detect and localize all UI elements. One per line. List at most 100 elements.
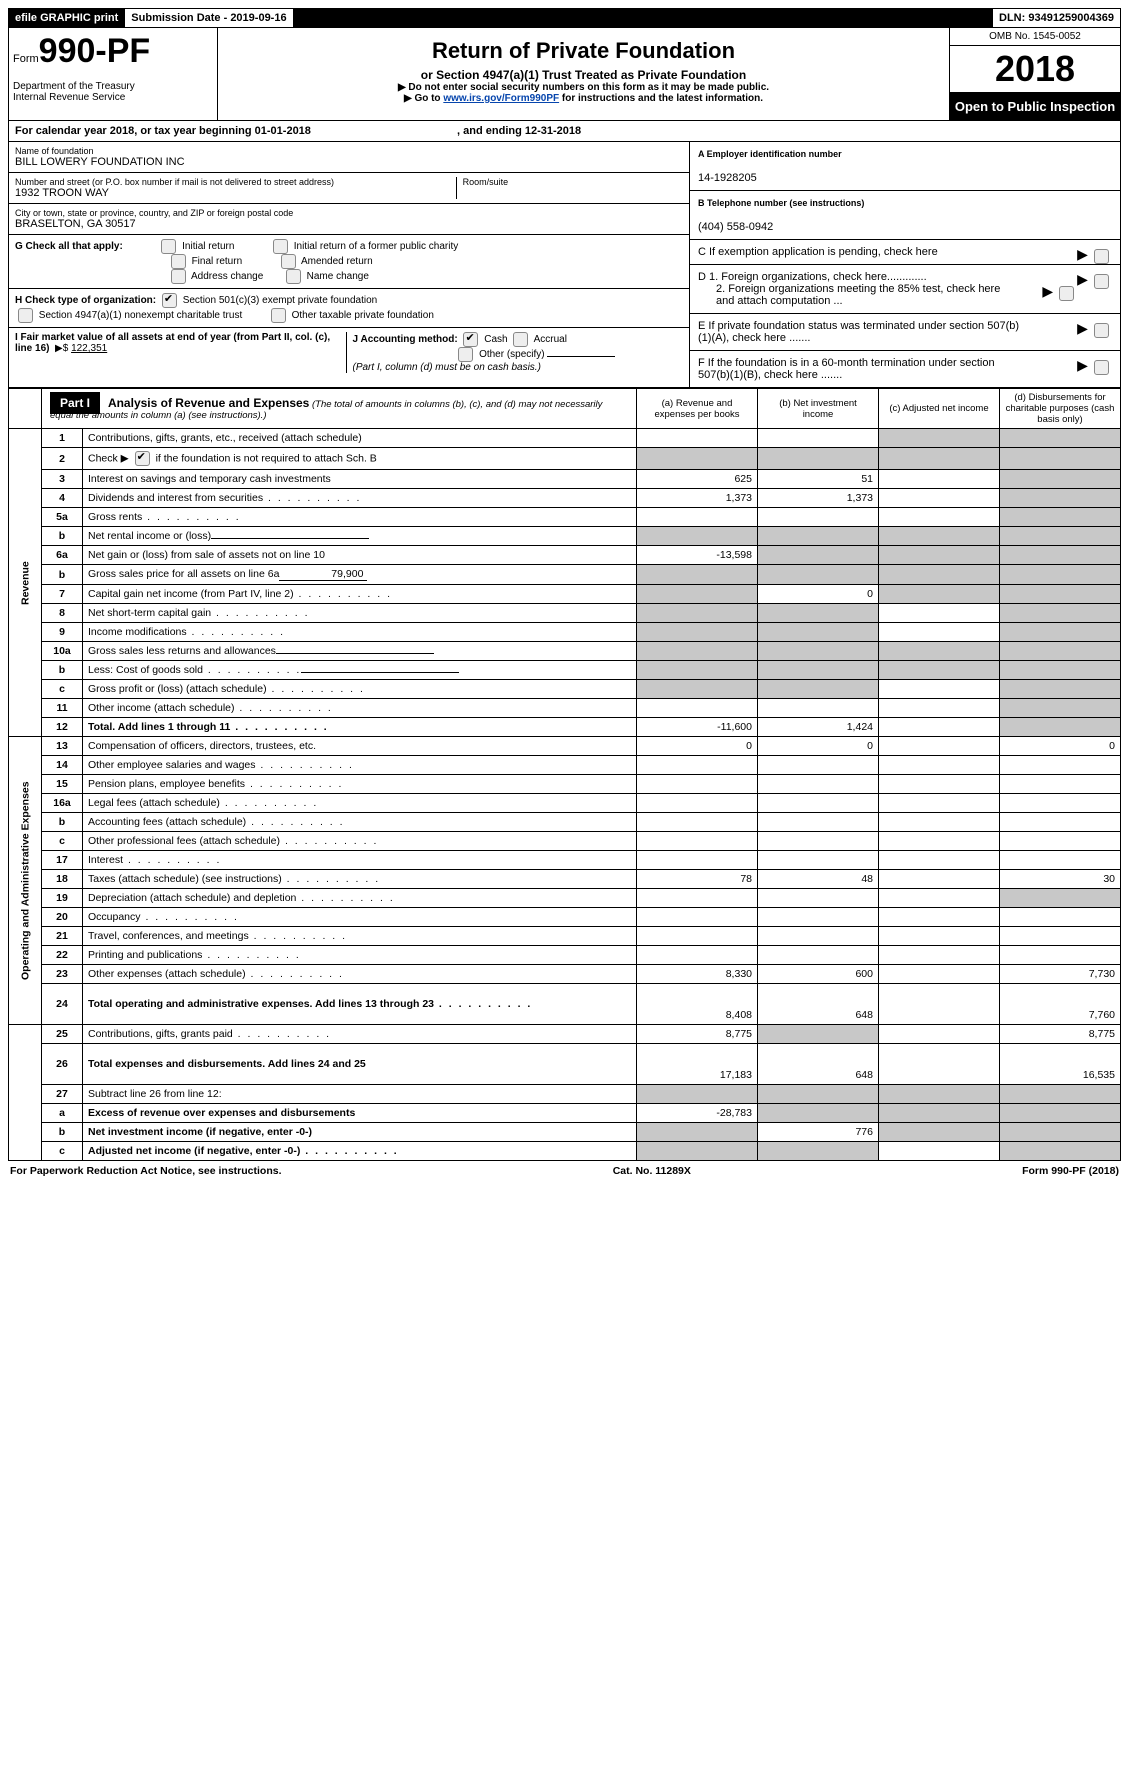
form-title-block: Return of Private Foundation or Section … — [218, 28, 949, 120]
form-number: 990-PF — [39, 32, 151, 70]
f-label: F If the foundation is in a 60-month ter… — [698, 357, 1028, 381]
value-cell-d — [1000, 813, 1121, 832]
line-number: 5a — [42, 508, 83, 527]
name-change-chk[interactable] — [286, 269, 301, 284]
c-chk[interactable] — [1094, 249, 1109, 264]
line-number: 21 — [42, 927, 83, 946]
value-cell-a — [637, 527, 758, 546]
table-row: 23Other expenses (attach schedule)8,3306… — [9, 965, 1121, 984]
value-cell-b: 600 — [758, 965, 879, 984]
final-return-chk[interactable] — [171, 254, 186, 269]
form-id-block: Form990-PF Department of the Treasury In… — [9, 28, 218, 120]
value-cell-b: 1,424 — [758, 718, 879, 737]
e-chk[interactable] — [1094, 323, 1109, 338]
f-chk[interactable] — [1094, 360, 1109, 375]
line-number: 2 — [42, 448, 83, 470]
dln: DLN: 93491259004369 — [993, 9, 1120, 27]
line-number: 3 — [42, 470, 83, 489]
calendar-year-row: For calendar year 2018, or tax year begi… — [8, 121, 1121, 142]
table-row: 15Pension plans, employee benefits — [9, 775, 1121, 794]
initial-former-chk[interactable] — [273, 239, 288, 254]
h-opt-2: Section 4947(a)(1) nonexempt charitable … — [39, 310, 242, 321]
value-cell-d — [1000, 661, 1121, 680]
ssn-warning: Do not enter social security numbers on … — [408, 82, 769, 93]
value-cell-d — [1000, 565, 1121, 585]
other-taxable-chk[interactable] — [271, 308, 286, 323]
line-description: Net short-term capital gain — [83, 604, 637, 623]
value-cell-a — [637, 946, 758, 965]
line-description: Income modifications — [83, 623, 637, 642]
line-number: b — [42, 1123, 83, 1142]
accrual-chk[interactable] — [513, 332, 528, 347]
line-number: 15 — [42, 775, 83, 794]
table-row: Revenue1Contributions, gifts, grants, et… — [9, 429, 1121, 448]
cash-chk[interactable] — [463, 332, 478, 347]
value-cell-c — [879, 813, 1000, 832]
table-row: 10aGross sales less returns and allowanc… — [9, 642, 1121, 661]
table-row: 4Dividends and interest from securities1… — [9, 489, 1121, 508]
value-cell-d — [1000, 546, 1121, 565]
form-header: Form990-PF Department of the Treasury In… — [8, 28, 1121, 121]
table-row: cAdjusted net income (if negative, enter… — [9, 1142, 1121, 1161]
line-description: Net rental income or (loss) — [83, 527, 637, 546]
line-number: 23 — [42, 965, 83, 984]
foundation-name: BILL LOWERY FOUNDATION INC — [15, 156, 683, 168]
dept-label: Department of the Treasury Internal Reve… — [13, 81, 213, 103]
inline-input[interactable] — [276, 653, 434, 654]
4947-chk[interactable] — [18, 308, 33, 323]
value-cell-b: 648 — [758, 1044, 879, 1085]
line-description: Total. Add lines 1 through 11 — [83, 718, 637, 737]
form-subtitle: or Section 4947(a)(1) Trust Treated as P… — [224, 68, 943, 82]
value-cell-a: 8,408 — [637, 984, 758, 1025]
other-method-chk[interactable] — [458, 347, 473, 362]
instructions-link[interactable]: www.irs.gov/Form990PF — [443, 93, 559, 104]
spacer — [294, 9, 993, 27]
value-cell-c — [879, 585, 1000, 604]
value-cell-b — [758, 927, 879, 946]
g-opt-3: Amended return — [301, 256, 373, 267]
value-cell-c — [879, 1123, 1000, 1142]
value-cell-c — [879, 1025, 1000, 1044]
fmv-value: 122,351 — [71, 343, 107, 354]
value-cell-d — [1000, 604, 1121, 623]
line-description: Adjusted net income (if negative, enter … — [83, 1142, 637, 1161]
address-change-chk[interactable] — [171, 269, 186, 284]
value-cell-d — [1000, 623, 1121, 642]
table-row: 26Total expenses and disbursements. Add … — [9, 1044, 1121, 1085]
value-cell-d — [1000, 927, 1121, 946]
open-public-label: Open to Public Inspection — [950, 93, 1120, 120]
g-label: G Check all that apply: — [15, 241, 123, 252]
value-cell-a — [637, 889, 758, 908]
table-row: Operating and Administrative Expenses13C… — [9, 737, 1121, 756]
value-cell-a — [637, 927, 758, 946]
d1-chk[interactable] — [1094, 274, 1109, 289]
phone-label: B Telephone number (see instructions) — [698, 198, 864, 208]
table-row: 6aNet gain or (loss) from sale of assets… — [9, 546, 1121, 565]
ein-label: A Employer identification number — [698, 149, 842, 159]
501c3-chk[interactable] — [162, 293, 177, 308]
city-label: City or town, state or province, country… — [15, 208, 683, 218]
value-cell-d — [1000, 527, 1121, 546]
d1-label: D 1. Foreign organizations, check here..… — [698, 271, 927, 283]
sch-b-chk[interactable] — [135, 451, 150, 466]
amended-return-chk[interactable] — [281, 254, 296, 269]
value-cell-b — [758, 604, 879, 623]
value-cell-c — [879, 508, 1000, 527]
d2-chk[interactable] — [1059, 286, 1074, 301]
value-cell-b — [758, 623, 879, 642]
value-cell-b — [758, 832, 879, 851]
col-b-header: (b) Net investment income — [758, 389, 879, 429]
value-cell-b — [758, 508, 879, 527]
value-cell-d — [1000, 1104, 1121, 1123]
inline-input[interactable] — [301, 672, 459, 673]
value-cell-d: 16,535 — [1000, 1044, 1121, 1085]
value-cell-a — [637, 1085, 758, 1104]
value-cell-b — [758, 1085, 879, 1104]
inline-input[interactable] — [211, 538, 369, 539]
line-description: Contributions, gifts, grants paid — [83, 1025, 637, 1044]
section-h: H Check type of organization: Section 50… — [9, 289, 689, 328]
goto-suffix: for instructions and the latest informat… — [559, 93, 763, 104]
value-cell-a — [637, 642, 758, 661]
initial-return-chk[interactable] — [161, 239, 176, 254]
value-cell-c — [879, 565, 1000, 585]
